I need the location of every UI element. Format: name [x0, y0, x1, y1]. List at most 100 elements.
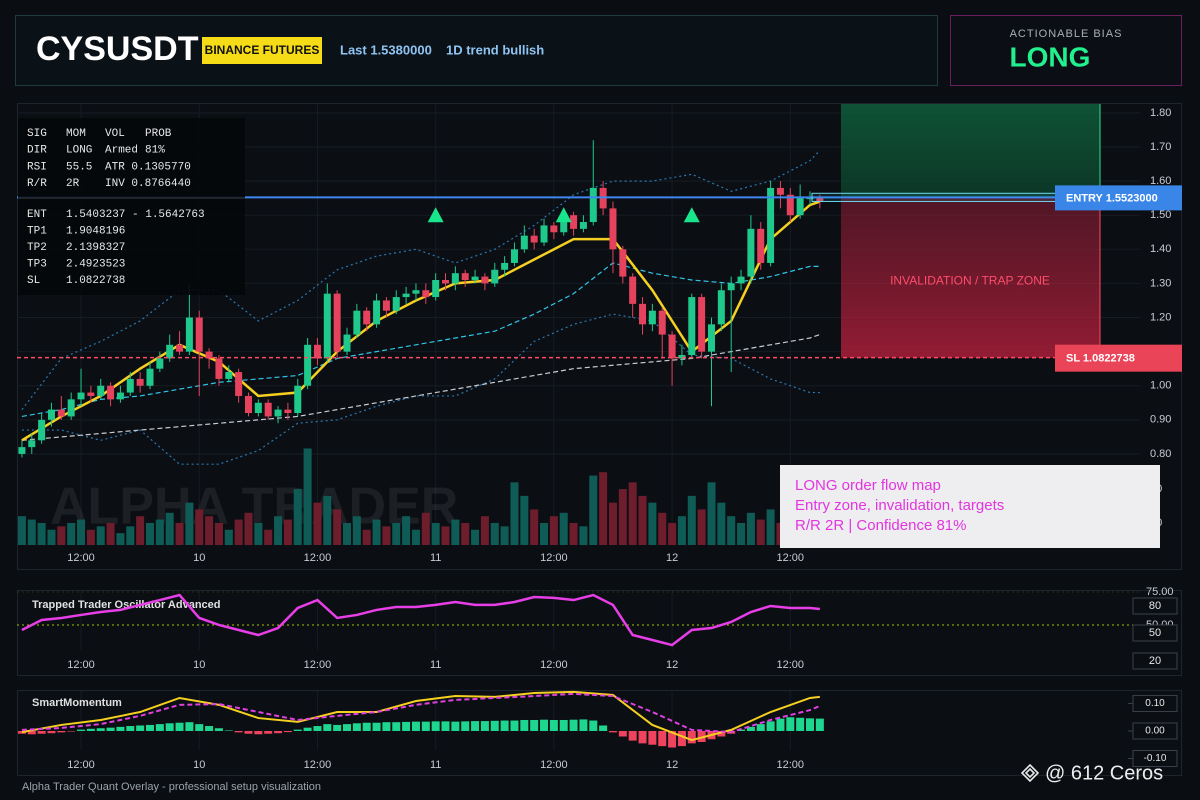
candle-body — [639, 303, 647, 325]
momentum-bar — [490, 720, 499, 731]
tick-box — [1132, 749, 1178, 767]
volume-bar — [293, 489, 302, 545]
volume-bar — [471, 529, 480, 545]
candle-body — [540, 225, 548, 243]
momentum-line — [21, 690, 820, 742]
info-cell: PROB — [145, 128, 172, 140]
volume-bar — [421, 512, 430, 545]
oscillator-chart: 12:001012:001112:001212:0075.0050.00Trap… — [17, 586, 1178, 671]
momentum-bar — [27, 730, 36, 735]
bias-value: LONG — [1010, 41, 1091, 72]
volume-bar — [27, 519, 36, 545]
volume-bar — [175, 522, 184, 545]
info-cell: ATR 0.1305770 — [105, 161, 191, 173]
candle-body — [648, 310, 656, 325]
annotation-line: R/R 2R | Confidence 81% — [795, 517, 966, 534]
momentum-bar — [205, 726, 214, 731]
candle-body — [97, 385, 105, 396]
x-tick-label: 12:00 — [304, 759, 332, 771]
stop-label: SL 1.0822738 — [1066, 353, 1135, 365]
level-cell: ENT — [27, 209, 47, 221]
momentum-bar — [17, 730, 26, 734]
volume-bar — [599, 472, 608, 545]
candle-body — [737, 276, 745, 284]
momentum-bar — [362, 722, 371, 731]
signal-marker — [427, 207, 444, 223]
momentum-bar — [244, 730, 253, 734]
volume-bar — [677, 516, 686, 545]
momentum-bar — [500, 720, 509, 731]
x-tick-label: 12:00 — [67, 759, 95, 771]
momentum-bar — [293, 729, 302, 731]
volume-bar — [303, 448, 312, 545]
volume-bar — [608, 502, 617, 545]
volume-bar — [155, 519, 164, 545]
volume-bar — [638, 495, 647, 545]
y-tick-label: 1.20 — [1150, 311, 1171, 323]
x-tick-label: 12:00 — [777, 659, 805, 671]
level-box — [1132, 624, 1178, 642]
candle-body — [284, 409, 292, 414]
momentum-bar — [638, 730, 647, 744]
candle-body — [353, 310, 361, 335]
y-tick-label: 0.10 — [1145, 698, 1165, 709]
exchange: BINANCE FUTURES — [205, 43, 320, 57]
candle-body — [185, 317, 193, 352]
info-panel: SIG MOM VOL PROB DIR LONG Armed 81% RSI 55.5 ATR 0… — [18, 118, 245, 295]
candle-body — [668, 334, 676, 359]
momentum-bar — [599, 725, 608, 731]
momentum-bar — [96, 728, 105, 731]
x-tick-label: 11 — [430, 659, 441, 671]
y-tick-label: 1.30 — [1150, 277, 1171, 289]
candle-body — [18, 447, 26, 454]
candle-body — [570, 215, 578, 229]
exchange-badge — [202, 37, 322, 64]
momentum-bar — [687, 730, 696, 744]
y-tick-label: 1.70 — [1150, 141, 1171, 153]
candle-body — [471, 276, 479, 281]
momentum-bar — [352, 723, 361, 731]
volume-bar — [766, 509, 775, 545]
momentum-bar — [451, 721, 460, 731]
candle-body — [579, 222, 587, 229]
stop-label-box — [1055, 344, 1182, 372]
momentum-bar — [145, 724, 154, 731]
momentum-bar — [382, 722, 391, 731]
momentum-bar — [520, 719, 529, 731]
candle-body — [38, 419, 46, 441]
x-tick-label: 12 — [666, 552, 678, 564]
signal-marker — [683, 207, 700, 223]
y-tick-label: 1.60 — [1150, 175, 1171, 187]
candle-body — [176, 344, 184, 352]
volume-bar — [67, 522, 76, 545]
volume-bar — [274, 516, 283, 545]
candle-body — [57, 409, 65, 417]
momentum-bar — [569, 719, 578, 731]
momentum-bar — [756, 724, 765, 731]
x-tick-label: 10 — [193, 759, 205, 771]
volume-bar — [717, 502, 726, 545]
volume-bar — [618, 489, 627, 545]
x-tick-label: 12 — [666, 759, 678, 771]
candle-body — [195, 317, 203, 352]
annotation-box — [780, 465, 1160, 548]
candle-body — [481, 276, 489, 284]
candle-body — [422, 290, 430, 298]
momentum-bar — [510, 720, 519, 731]
candle-body — [461, 273, 469, 281]
candle-body — [126, 378, 134, 393]
tick-box — [1132, 722, 1178, 740]
volume-bar — [214, 522, 223, 545]
x-tick-label: 10 — [193, 659, 205, 671]
candle-body — [215, 358, 223, 379]
candle-body — [451, 273, 459, 284]
candle-body — [520, 235, 528, 250]
volume-bar — [392, 522, 401, 545]
candle-body — [432, 280, 440, 298]
last-price: Last 1.5380000 — [340, 42, 432, 57]
momentum-bar — [480, 721, 489, 731]
candle-body — [382, 300, 390, 311]
chart-watermark: ALPHA TRADER — [50, 478, 458, 536]
x-tick-label: 12:00 — [540, 759, 568, 771]
momentum-bar — [461, 721, 470, 731]
